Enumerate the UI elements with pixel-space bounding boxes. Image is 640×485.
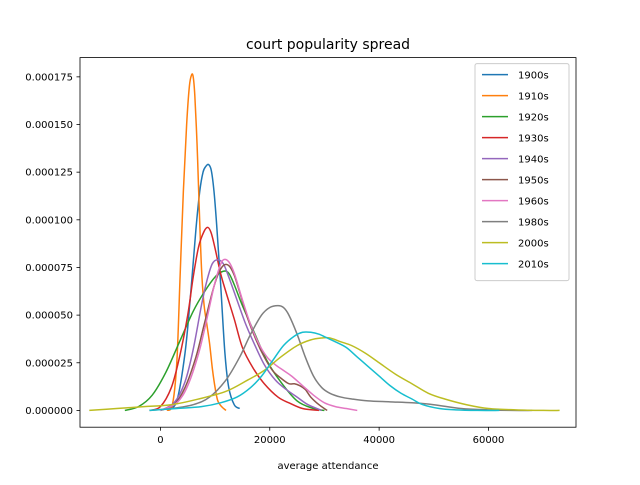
series-line-1910s [166, 73, 227, 412]
series-line-2010s [149, 331, 500, 412]
legend-label-1940s: 1940s [518, 155, 549, 166]
series-line-1900s [166, 163, 241, 412]
y-axis-ticks: 0.000000 0.000025 0.000050 0.000075 0.000100… [25, 72, 80, 417]
legend-label-1910s: 1910s [518, 92, 549, 103]
y-tick-label: 0.000125 [25, 168, 73, 179]
series-line-1960s [160, 258, 358, 412]
y-tick-label: 0.000025 [25, 358, 73, 369]
series-lines [89, 73, 560, 412]
x-axis-label: average attendance [277, 461, 378, 472]
x-tick-label: 0 [157, 435, 163, 446]
y-tick-label: 0.000075 [25, 263, 73, 274]
y-tick-label: 0.000050 [25, 311, 73, 322]
legend-label-2010s: 2010s [518, 260, 549, 271]
y-tick-label: 0.000000 [25, 406, 73, 417]
legend: 1900s 1910s 1920s 1930s 1940s 1950s 1960s 1980s… [474, 63, 570, 282]
series-line-2000s [89, 336, 560, 412]
series-line-1940s [160, 259, 323, 412]
legend-label-1920s: 1920s [518, 113, 549, 124]
y-tick-label: 0.000175 [25, 72, 73, 83]
legend-label-1980s: 1980s [518, 218, 549, 229]
legend-label-1900s: 1900s [518, 71, 549, 82]
legend-box [474, 63, 570, 282]
legend-label-1930s: 1930s [518, 134, 549, 145]
chart-title: court popularity spread [246, 37, 410, 53]
x-tick-label: 20000 [254, 435, 286, 446]
x-tick-label: 60000 [473, 435, 505, 446]
x-axis-ticks: 0 20000 40000 60000 [157, 427, 504, 446]
legend-label-2000s: 2000s [518, 239, 549, 250]
y-tick-label: 0.000150 [25, 120, 73, 131]
y-tick-label: 0.000100 [25, 215, 73, 226]
x-tick-label: 40000 [363, 435, 395, 446]
plot-frame [79, 57, 577, 428]
legend-label-1960s: 1960s [518, 197, 549, 208]
legend-label-1950s: 1950s [518, 176, 549, 187]
series-line-1930s [149, 226, 320, 412]
series-line-1980s [149, 304, 533, 412]
